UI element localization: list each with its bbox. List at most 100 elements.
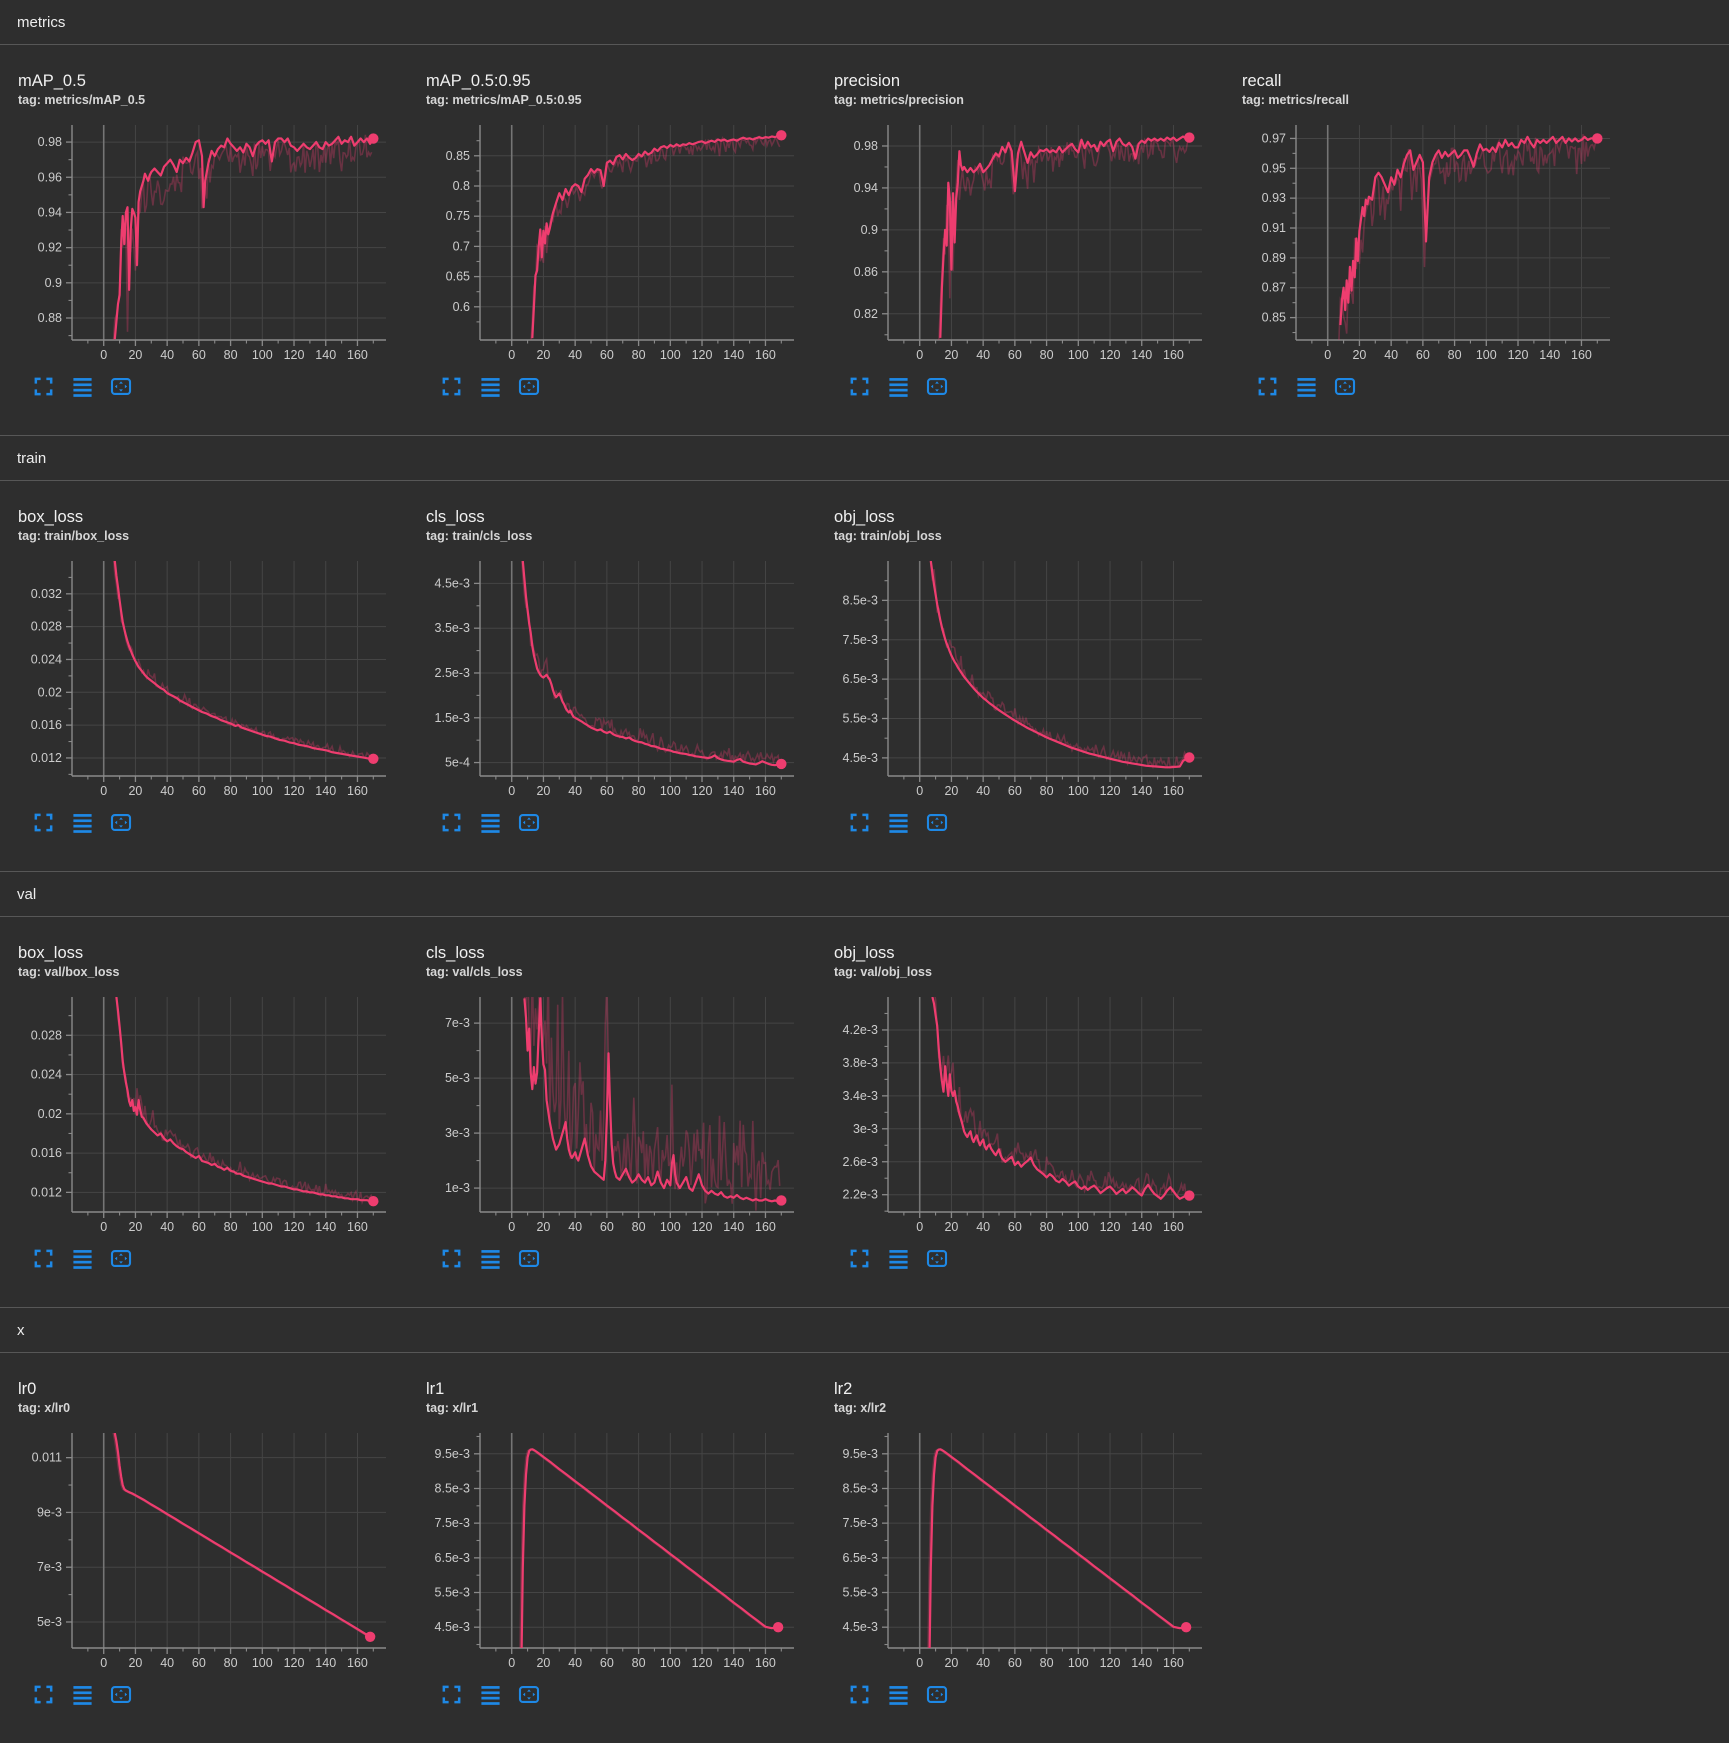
expand-button[interactable]: [30, 1681, 56, 1707]
svg-text:60: 60: [1008, 1656, 1022, 1670]
chart-plot-area[interactable]: 0 20 40 60 80 100 120 140 160 0.012 0.016 0.02 0.024…: [16, 990, 392, 1238]
svg-text:0.016: 0.016: [31, 718, 62, 732]
line-chart[interactable]: 0 20 40 60 80 100 120 140 160 2.2e-3 2.6e-3 3e-3 3.4…: [832, 990, 1208, 1238]
svg-text:0.024: 0.024: [31, 652, 62, 666]
smoothed-series-line: [113, 1433, 371, 1638]
line-chart[interactable]: 0 20 40 60 80 100 120 140 160 5e-4 1.5e-3 2.5e-3 3.5…: [424, 554, 800, 802]
svg-text:2.2e-3: 2.2e-3: [843, 1188, 878, 1202]
fit-domain-button[interactable]: [108, 1245, 134, 1271]
section-header-metrics[interactable]: metrics: [0, 0, 1729, 45]
chart-plot-area[interactable]: 0 20 40 60 80 100 120 140 160 5e-3 7e-3 9e-3 0.011: [16, 1426, 392, 1674]
smoothed-series-line: [113, 561, 374, 760]
fit-domain-button[interactable]: [516, 1245, 542, 1271]
expand-button[interactable]: [846, 809, 872, 835]
chart-title: precision: [834, 72, 901, 90]
expand-button[interactable]: [846, 1681, 872, 1707]
expand-button[interactable]: [438, 809, 464, 835]
svg-text:140: 140: [723, 1656, 744, 1670]
chart-plot-area[interactable]: 0 20 40 60 80 100 120 140 160 5e-4 1.5e-3 2.5e-3 3.5…: [424, 554, 800, 802]
log-scale-button[interactable]: [69, 1245, 95, 1271]
expand-button[interactable]: [30, 1245, 56, 1271]
log-scale-button[interactable]: [477, 373, 503, 399]
svg-text:0: 0: [1324, 348, 1331, 362]
fit-domain-button[interactable]: [516, 373, 542, 399]
line-chart[interactable]: 0 20 40 60 80 100 120 140 160 0.82 0.86 0.9 0.94 0.98: [832, 118, 1208, 366]
smoothed-series-line: [521, 561, 782, 767]
expand-button[interactable]: [846, 373, 872, 399]
smoothed-series-line: [113, 135, 375, 340]
fit-domain-button[interactable]: [108, 373, 134, 399]
fit-domain-button[interactable]: [516, 809, 542, 835]
fit-domain-button[interactable]: [108, 1681, 134, 1707]
fit-domain-button[interactable]: [516, 1681, 542, 1707]
chart-toolbar: [846, 809, 1208, 835]
expand-button[interactable]: [30, 809, 56, 835]
svg-text:0: 0: [100, 1656, 107, 1670]
log-scale-button[interactable]: [69, 1681, 95, 1707]
line-chart[interactable]: 0 20 40 60 80 100 120 140 160 0.6 0.65 0.7 0.75 0.8 0.…: [424, 118, 800, 366]
expand-button[interactable]: [438, 1245, 464, 1271]
log-scale-button[interactable]: [69, 373, 95, 399]
chart-plot-area[interactable]: 0 20 40 60 80 100 120 140 160 0.88 0.9 0.92 0.94 0.96…: [16, 118, 392, 366]
log-scale-button[interactable]: [477, 1681, 503, 1707]
log-scale-button[interactable]: [477, 809, 503, 835]
log-scale-button[interactable]: [885, 373, 911, 399]
chart-tag: tag: val/obj_loss: [834, 965, 932, 979]
svg-text:40: 40: [976, 784, 990, 798]
section-header-x[interactable]: x: [0, 1307, 1729, 1353]
chart-plot-area[interactable]: 0 20 40 60 80 100 120 140 160 2.2e-3 2.6e-3 3e-3 3.4…: [832, 990, 1208, 1238]
line-chart[interactable]: 0 20 40 60 80 100 120 140 160 0.88 0.9 0.92 0.94 0.96…: [16, 118, 392, 366]
fit-domain-button[interactable]: [924, 809, 950, 835]
log-scale-button[interactable]: [885, 809, 911, 835]
log-scale-button[interactable]: [69, 809, 95, 835]
chart-plot-area[interactable]: 0 20 40 60 80 100 120 140 160 0.6 0.65 0.7 0.75 0.8 0.…: [424, 118, 800, 366]
svg-text:160: 160: [347, 784, 368, 798]
chart-card: recall tag: metrics/recall 0 20 40 60 80 100 1…: [1240, 71, 1616, 399]
svg-text:120: 120: [284, 1220, 305, 1234]
fit-domain-button[interactable]: [924, 373, 950, 399]
log-scale-button[interactable]: [1293, 373, 1319, 399]
chart-plot-area[interactable]: 0 20 40 60 80 100 120 140 160 0.012 0.016 0.02 0.024…: [16, 554, 392, 802]
section-header-train[interactable]: train: [0, 435, 1729, 481]
chart-plot-area[interactable]: 0 20 40 60 80 100 120 140 160 0.85 0.87 0.89 0.91 0.9…: [1240, 118, 1616, 366]
expand-button[interactable]: [846, 1245, 872, 1271]
chart-toolbar: [438, 1681, 800, 1707]
svg-text:7e-3: 7e-3: [37, 1560, 62, 1574]
chart-plot-area[interactable]: 0 20 40 60 80 100 120 140 160 1e-3 3e-3 5e-3 7e-3: [424, 990, 800, 1238]
fit-domain-button[interactable]: [924, 1681, 950, 1707]
line-chart[interactable]: 0 20 40 60 80 100 120 140 160 0.012 0.016 0.02 0.024…: [16, 990, 392, 1238]
fit-domain-button[interactable]: [1332, 373, 1358, 399]
fit-domain-button[interactable]: [924, 1245, 950, 1271]
svg-text:5e-4: 5e-4: [445, 756, 470, 770]
line-chart[interactable]: 0 20 40 60 80 100 120 140 160 1e-3 3e-3 5e-3 7e-3: [424, 990, 800, 1238]
line-chart[interactable]: 0 20 40 60 80 100 120 140 160 4.5e-3 5.5e-3 6.5e-3 7…: [832, 554, 1208, 802]
svg-text:0.88: 0.88: [38, 311, 62, 325]
line-chart[interactable]: 0 20 40 60 80 100 120 140 160 4.5e-3 5.5e-3 6.5e-3 7…: [832, 1426, 1208, 1674]
chart-toolbar: [30, 809, 392, 835]
log-scale-button[interactable]: [885, 1681, 911, 1707]
line-chart[interactable]: 0 20 40 60 80 100 120 140 160 0.85 0.87 0.89 0.91 0.9…: [1240, 118, 1616, 366]
fit-domain-button[interactable]: [108, 809, 134, 835]
chart-plot-area[interactable]: 0 20 40 60 80 100 120 140 160 4.5e-3 5.5e-3 6.5e-3 7…: [832, 1426, 1208, 1674]
chart-toolbar: [30, 1681, 392, 1707]
expand-button[interactable]: [30, 373, 56, 399]
expand-button[interactable]: [1254, 373, 1280, 399]
fullscreen-icon: [442, 1249, 460, 1267]
chart-plot-area[interactable]: 0 20 40 60 80 100 120 140 160 4.5e-3 5.5e-3 6.5e-3 7…: [832, 554, 1208, 802]
section-header-val[interactable]: val: [0, 871, 1729, 917]
expand-button[interactable]: [438, 1681, 464, 1707]
line-chart[interactable]: 0 20 40 60 80 100 120 140 160 4.5e-3 5.5e-3 6.5e-3 7…: [424, 1426, 800, 1674]
svg-text:0.85: 0.85: [446, 149, 470, 163]
log-scale-button[interactable]: [885, 1245, 911, 1271]
log-scale-button[interactable]: [477, 1245, 503, 1271]
svg-text:0.89: 0.89: [1262, 251, 1286, 265]
line-chart[interactable]: 0 20 40 60 80 100 120 140 160 0.012 0.016 0.02 0.024…: [16, 554, 392, 802]
chart-tag: tag: val/box_loss: [18, 965, 120, 979]
chart-plot-area[interactable]: 0 20 40 60 80 100 120 140 160 0.82 0.86 0.9 0.94 0.98: [832, 118, 1208, 366]
expand-button[interactable]: [438, 373, 464, 399]
svg-text:0.65: 0.65: [446, 270, 470, 284]
line-chart[interactable]: 0 20 40 60 80 100 120 140 160 5e-3 7e-3 9e-3 0.011: [16, 1426, 392, 1674]
chart-plot-area[interactable]: 0 20 40 60 80 100 120 140 160 4.5e-3 5.5e-3 6.5e-3 7…: [424, 1426, 800, 1674]
raw-series-line: [1338, 134, 1597, 340]
svg-text:40: 40: [568, 348, 582, 362]
